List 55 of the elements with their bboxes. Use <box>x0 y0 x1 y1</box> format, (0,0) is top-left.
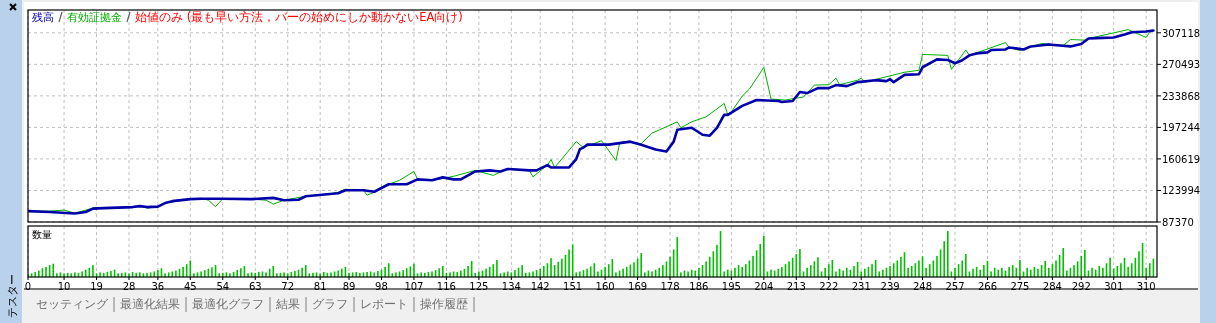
text: 最適化結果 <box>120 297 180 311</box>
x-tick-label: 45 <box>183 281 197 292</box>
x-tick-label: 107 <box>404 281 424 292</box>
y-tick-label: 270493 <box>1162 59 1201 71</box>
x-tick-label: 81 <box>313 281 327 292</box>
y-tick-label: 307118 <box>1162 27 1201 39</box>
text: 最適化グラフ <box>192 297 264 311</box>
x-tick-label: 36 <box>151 281 165 292</box>
x-tick-label: 134 <box>501 281 521 292</box>
x-tick-label: 301 <box>1104 281 1124 292</box>
x-tick-label: 178 <box>660 281 680 292</box>
x-tick-label: 19 <box>90 281 103 292</box>
x-tick-label: 310 <box>1136 281 1156 292</box>
x-tick-label: 169 <box>628 281 648 292</box>
text: グラフ <box>312 297 348 311</box>
chart-title: 数量 <box>32 229 52 240</box>
y-tick-label: 197244 <box>1162 122 1201 134</box>
x-tick-label: 116 <box>436 281 456 292</box>
x-tick-label: 275 <box>1010 281 1030 292</box>
text: 結果 <box>275 297 300 311</box>
x-tick-label: 98 <box>375 281 388 292</box>
x-tick-label: 0 <box>24 281 32 292</box>
x-tick-label: 239 <box>880 281 900 292</box>
text: セッティング <box>36 297 109 311</box>
x-tick-label: 142 <box>530 281 550 292</box>
x-tick-label: 63 <box>248 281 262 292</box>
text: 残高 <box>32 11 54 24</box>
y-tick-label: 233868 <box>1162 90 1201 102</box>
x-tick-label: 125 <box>469 281 489 292</box>
x-tick-label: 204 <box>754 281 774 292</box>
text: レポート <box>360 297 408 311</box>
y-tick-label: 123994 <box>1162 185 1201 197</box>
x-tick-label: 257 <box>945 281 965 292</box>
x-tick-label: 160 <box>595 281 615 292</box>
x-tick-label: 222 <box>819 281 839 292</box>
text: 操作履歴 <box>420 297 468 311</box>
text: 有効証拠金 <box>67 11 122 24</box>
x-tick-label: 186 <box>689 281 709 292</box>
x-tick-label: 151 <box>563 281 583 292</box>
x-tick-label: 28 <box>122 281 136 292</box>
x-tick-label: 54 <box>216 281 230 292</box>
x-tick-label: 195 <box>721 281 741 292</box>
x-tick-label: 89 <box>342 281 356 292</box>
y-tick-label: 160619 <box>1162 153 1201 165</box>
x-tick-label: 292 <box>1071 281 1091 292</box>
x-tick-label: 266 <box>977 281 998 292</box>
x-tick-label: 10 <box>57 281 71 292</box>
x-tick-label: 72 <box>281 281 295 292</box>
chart-subtitle: 始値のみ (最も早い方法，バーの始めにしか動かないEA向け) <box>135 10 463 24</box>
x-tick-label: 248 <box>913 281 933 292</box>
x-tick-label: 231 <box>851 281 871 292</box>
text: テスター <box>6 274 19 318</box>
x-tick-label: 213 <box>786 281 806 292</box>
y-tick-label: 87370 <box>1162 217 1194 228</box>
x-tick-label: 284 <box>1042 281 1062 292</box>
